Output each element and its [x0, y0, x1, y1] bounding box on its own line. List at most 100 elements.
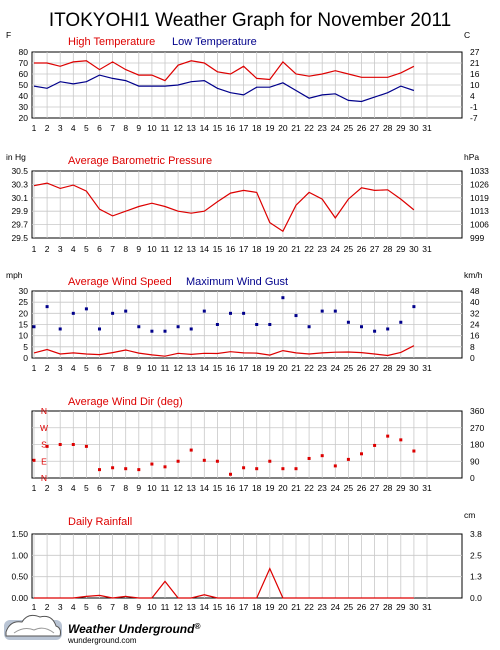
data-point	[98, 468, 101, 472]
data-point	[255, 467, 259, 471]
x-tick-label: 18	[252, 123, 262, 133]
x-tick-label: 8	[123, 123, 128, 133]
x-tick-label: 26	[357, 483, 367, 493]
right-unit-label: km/h	[464, 270, 483, 280]
data-point	[294, 314, 298, 318]
x-tick-label: 5	[84, 123, 89, 133]
x-tick-label: 8	[123, 244, 128, 254]
x-tick-label: 23	[317, 244, 327, 254]
left-tick-label: 30	[19, 286, 29, 296]
data-point	[346, 320, 350, 324]
legend-entry: Low Temperature	[172, 36, 257, 48]
x-tick-label: 30	[409, 123, 419, 133]
x-tick-label: 23	[317, 123, 327, 133]
left-tick-label: E	[41, 456, 47, 466]
x-tick-label: 5	[84, 602, 89, 612]
data-point	[32, 458, 36, 462]
x-tick-label: 2	[45, 602, 50, 612]
x-tick-label: 12	[173, 244, 183, 254]
right-tick-label: 1026	[470, 179, 489, 189]
x-tick-label: 27	[370, 363, 380, 373]
right-tick-label: 16	[470, 331, 480, 341]
x-tick-label: 14	[200, 123, 210, 133]
right-tick-label: 3.8	[470, 529, 482, 539]
data-point	[215, 459, 219, 463]
x-tick-label: 20	[278, 363, 288, 373]
x-tick-label: 27	[370, 123, 380, 133]
x-tick-label: 26	[357, 602, 367, 612]
x-tick-label: 18	[252, 483, 262, 493]
data-point	[346, 457, 350, 461]
data-point	[229, 472, 232, 476]
data-point	[137, 468, 141, 472]
weather-underground-logo[interactable]: Weather Underground® wunderground.com	[4, 614, 200, 645]
x-tick-label: 14	[200, 363, 210, 373]
x-tick-label: 11	[161, 483, 170, 493]
chart-panel-5: 1.50 1.00 0.50 0.00 3.8 2.5 1.3 0.0 cm Daily Rain…	[11, 510, 482, 612]
x-tick-label: 16	[226, 363, 236, 373]
right-tick-label: 27	[470, 47, 480, 57]
x-tick-label: 19	[265, 244, 275, 254]
left-unit-label: mph	[6, 270, 23, 280]
left-tick-label: 1.50	[11, 529, 28, 539]
x-tick-label: 29	[396, 123, 406, 133]
data-point	[268, 459, 272, 463]
data-point	[281, 467, 285, 471]
x-tick-label: 20	[278, 602, 288, 612]
x-tick-label: 29	[396, 363, 406, 373]
x-tick-label: 21	[291, 244, 301, 254]
data-point	[412, 305, 416, 309]
left-tick-label: 0.50	[11, 572, 28, 582]
x-tick-label: 1	[32, 483, 37, 493]
x-tick-label: 22	[304, 363, 314, 373]
data-point	[215, 323, 219, 326]
x-tick-label: 4	[71, 363, 76, 373]
series-line	[34, 60, 415, 82]
logo-url: wunderground.com	[67, 636, 137, 645]
data-point	[58, 327, 62, 331]
x-tick-label: 13	[186, 363, 196, 373]
data-point	[71, 443, 75, 446]
legend-entry: Average Wind Speed	[68, 276, 172, 288]
data-point	[229, 311, 232, 315]
x-tick-label: 15	[213, 483, 223, 493]
x-tick-label: 27	[370, 244, 380, 254]
left-tick-label: 50	[19, 80, 29, 90]
x-tick-label: 2	[45, 483, 50, 493]
x-tick-label: 13	[186, 602, 196, 612]
x-tick-label: 9	[136, 244, 141, 254]
right-tick-label: 40	[470, 297, 480, 307]
x-tick-label: 27	[370, 602, 380, 612]
x-tick-label: 3	[58, 483, 63, 493]
x-tick-label: 6	[97, 602, 102, 612]
data-point	[176, 325, 180, 329]
legend-entry: Average Barometric Pressure	[68, 155, 212, 167]
x-tick-label: 28	[383, 123, 393, 133]
x-tick-label: 19	[265, 483, 275, 493]
left-tick-label: 40	[19, 91, 29, 101]
x-tick-label: 31	[422, 123, 432, 133]
x-tick-label: 7	[110, 244, 115, 254]
x-tick-label: 15	[213, 244, 223, 254]
x-tick-label: 18	[252, 244, 262, 254]
left-tick-label: 25	[19, 297, 29, 307]
right-tick-label: 0	[470, 473, 475, 483]
data-point	[307, 456, 311, 460]
right-tick-label: 2.5	[470, 550, 482, 560]
data-point	[333, 464, 337, 468]
x-tick-label: 25	[344, 602, 354, 612]
x-tick-label: 16	[226, 602, 236, 612]
x-tick-label: 10	[147, 363, 157, 373]
x-tick-label: 14	[200, 483, 210, 493]
right-unit-label: C	[464, 30, 470, 40]
data-point	[294, 467, 298, 471]
right-tick-label: 360	[470, 406, 484, 416]
x-tick-label: 13	[186, 483, 196, 493]
right-tick-label: -7	[470, 113, 478, 123]
x-tick-label: 10	[147, 123, 157, 133]
x-tick-label: 10	[147, 244, 157, 254]
